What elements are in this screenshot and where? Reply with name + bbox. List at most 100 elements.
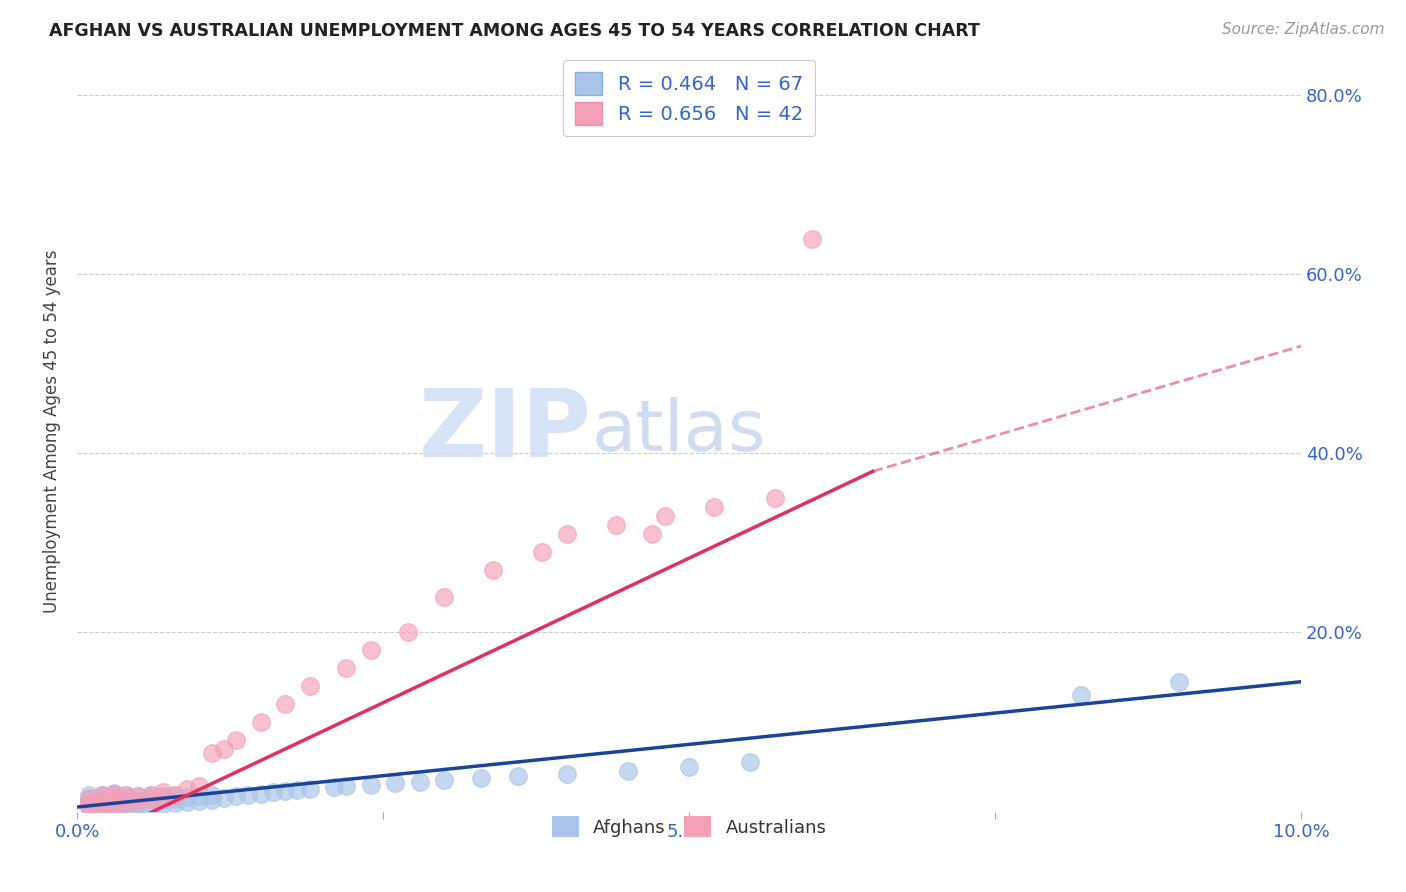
Point <box>115 791 138 805</box>
Point <box>90 801 112 815</box>
Point <box>433 590 456 604</box>
Point <box>249 787 271 801</box>
Point <box>103 789 125 803</box>
Point <box>225 732 247 747</box>
Point <box>176 782 198 797</box>
Point <box>212 742 235 756</box>
Point <box>103 799 125 814</box>
Point <box>335 780 357 794</box>
Point <box>152 785 174 799</box>
Point <box>201 789 224 803</box>
Point <box>103 790 125 805</box>
Point <box>79 792 101 806</box>
Y-axis label: Unemployment Among Ages 45 to 54 years: Unemployment Among Ages 45 to 54 years <box>44 250 60 613</box>
Point <box>79 794 101 808</box>
Point <box>212 791 235 805</box>
Point <box>127 796 149 810</box>
Point <box>470 772 492 786</box>
Legend: Afghans, Australians: Afghans, Australians <box>544 809 834 845</box>
Point <box>274 784 297 798</box>
Point <box>139 788 162 802</box>
Point <box>127 794 149 808</box>
Point <box>115 789 138 803</box>
Point <box>127 793 149 807</box>
Point <box>678 760 700 774</box>
Point <box>90 793 112 807</box>
Point <box>115 789 138 803</box>
Point <box>115 792 138 806</box>
Point <box>287 783 309 797</box>
Point <box>555 767 578 781</box>
Point <box>115 797 138 812</box>
Point <box>555 527 578 541</box>
Point <box>90 795 112 809</box>
Point <box>274 697 297 711</box>
Point <box>360 778 382 792</box>
Point <box>201 793 224 807</box>
Point <box>654 509 676 524</box>
Point <box>152 793 174 807</box>
Point <box>605 518 627 533</box>
Point <box>703 500 725 515</box>
Point <box>103 787 125 801</box>
Point <box>103 797 125 811</box>
Point <box>90 790 112 805</box>
Point <box>90 800 112 814</box>
Point <box>176 795 198 809</box>
Point <box>249 714 271 729</box>
Point <box>238 789 260 803</box>
Point <box>360 643 382 657</box>
Point <box>482 563 505 577</box>
Point <box>103 794 125 808</box>
Point <box>188 789 211 804</box>
Point <box>800 232 823 246</box>
Point <box>103 794 125 808</box>
Point <box>90 799 112 814</box>
Point <box>79 796 101 810</box>
Point <box>79 789 101 803</box>
Point <box>298 679 321 693</box>
Point <box>139 799 162 814</box>
Point <box>323 780 346 795</box>
Point <box>433 773 456 788</box>
Point <box>152 797 174 812</box>
Text: atlas: atlas <box>591 397 766 466</box>
Point <box>115 800 138 814</box>
Point <box>90 797 112 811</box>
Point <box>335 661 357 675</box>
Point <box>90 797 112 811</box>
Point <box>90 788 112 802</box>
Point <box>384 776 406 790</box>
Point <box>152 790 174 805</box>
Point <box>90 789 112 803</box>
Point <box>163 789 186 803</box>
Point <box>139 796 162 810</box>
Point <box>409 775 432 789</box>
Point <box>79 799 101 814</box>
Point <box>163 792 186 806</box>
Point <box>740 756 762 770</box>
Point <box>201 747 224 761</box>
Text: AFGHAN VS AUSTRALIAN UNEMPLOYMENT AMONG AGES 45 TO 54 YEARS CORRELATION CHART: AFGHAN VS AUSTRALIAN UNEMPLOYMENT AMONG … <box>49 22 980 40</box>
Point <box>1070 688 1092 702</box>
Point <box>763 491 786 506</box>
Point <box>176 790 198 805</box>
Point <box>139 792 162 806</box>
Point <box>531 545 554 559</box>
Point <box>188 794 211 808</box>
Point <box>79 791 101 805</box>
Point <box>103 798 125 813</box>
Point <box>90 793 112 807</box>
Point <box>298 782 321 797</box>
Point <box>163 797 186 811</box>
Point <box>127 789 149 804</box>
Point <box>115 794 138 808</box>
Text: ZIP: ZIP <box>419 385 591 477</box>
Point <box>103 786 125 800</box>
Point <box>188 780 211 794</box>
Point <box>79 797 101 812</box>
Point <box>79 800 101 814</box>
Text: Source: ZipAtlas.com: Source: ZipAtlas.com <box>1222 22 1385 37</box>
Point <box>641 527 664 541</box>
Point <box>1167 674 1189 689</box>
